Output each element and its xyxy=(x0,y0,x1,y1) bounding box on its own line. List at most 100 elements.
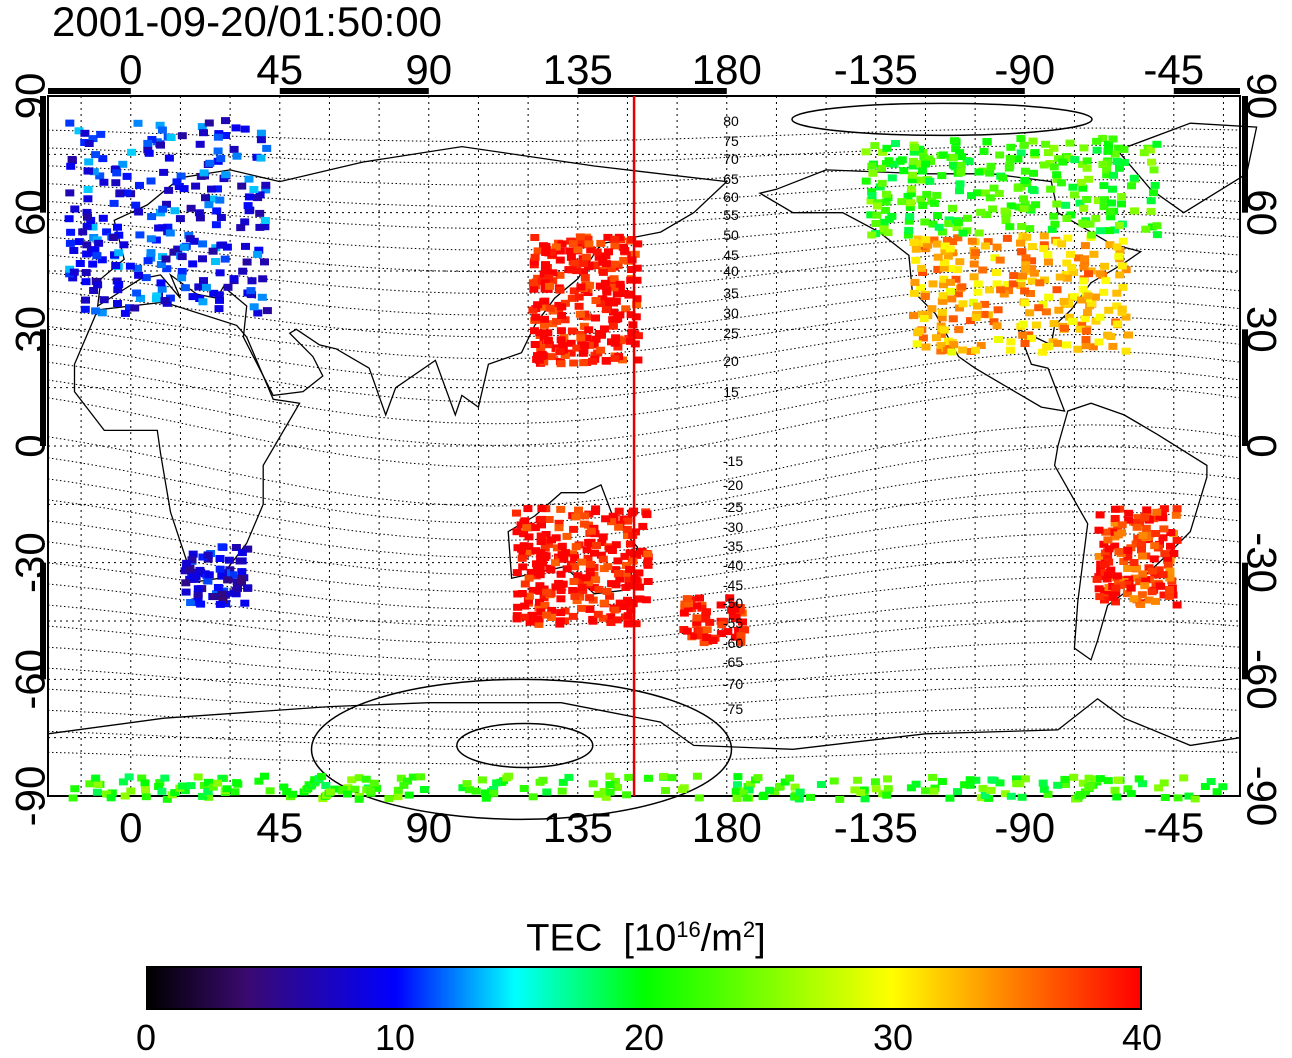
tec-cell xyxy=(589,341,599,349)
tec-cell xyxy=(659,772,669,780)
tec-cell xyxy=(880,206,890,214)
tec-cell xyxy=(1149,555,1159,563)
tec-cell xyxy=(1150,542,1160,550)
tec-cell xyxy=(694,794,704,802)
tec-cell xyxy=(213,185,222,193)
tec-cell xyxy=(535,598,544,606)
tec-cell xyxy=(325,788,335,796)
tec-cell xyxy=(404,791,414,799)
tec-cell xyxy=(176,172,186,180)
tec-cell xyxy=(1112,302,1122,310)
tec-cell xyxy=(692,618,702,626)
tec-cell xyxy=(1057,240,1067,248)
tec-cell xyxy=(554,519,564,527)
tec-cell xyxy=(1106,333,1116,340)
tec-cell xyxy=(971,776,981,784)
tec-cell xyxy=(948,238,958,246)
tec-cell xyxy=(193,585,203,593)
tec-cell xyxy=(512,569,522,577)
tec-cell xyxy=(194,209,204,217)
tec-cell xyxy=(1020,299,1030,307)
tec-cell xyxy=(547,614,556,621)
tec-cell xyxy=(157,285,167,293)
tec-cell xyxy=(541,261,550,269)
tec-cell xyxy=(905,213,915,221)
tec-cell xyxy=(535,571,545,579)
tec-cell xyxy=(520,580,530,588)
tec-cell xyxy=(1039,785,1049,793)
tec-cell xyxy=(613,343,623,351)
tec-cell xyxy=(1027,185,1037,193)
tec-cell xyxy=(1021,258,1031,266)
graticule xyxy=(48,96,1240,796)
tec-cell xyxy=(143,257,153,265)
tec-cell xyxy=(198,255,207,263)
tec-cell xyxy=(523,505,533,513)
tec-cell xyxy=(958,300,968,308)
unit-exponent: 16 xyxy=(676,917,701,942)
tec-cell xyxy=(179,185,189,193)
tec-cell xyxy=(70,785,80,793)
tec-cell xyxy=(557,551,567,559)
tec-cell xyxy=(1158,571,1168,579)
tec-cell xyxy=(513,603,523,611)
contour-55 xyxy=(47,213,1241,251)
tec-cell xyxy=(942,236,952,244)
unit-prefix: [10 xyxy=(623,917,677,960)
tec-cell xyxy=(744,786,754,794)
tec-cell xyxy=(102,790,112,798)
tec-cell xyxy=(177,268,187,275)
tec-cell xyxy=(955,304,964,312)
contour-label: 60 xyxy=(723,189,739,205)
tec-cell xyxy=(546,248,556,256)
tec-cell xyxy=(1008,280,1018,288)
tec-cell xyxy=(215,555,225,562)
tec-cell xyxy=(866,197,876,205)
tec-cell xyxy=(1005,154,1015,162)
tec-cell xyxy=(938,151,948,159)
tec-cell xyxy=(571,513,581,521)
tec-cell xyxy=(74,127,84,135)
tec-cell xyxy=(967,192,976,200)
tec-cell xyxy=(606,613,616,621)
tec-cell xyxy=(1056,179,1066,187)
tec-cell xyxy=(403,777,412,785)
tec-cell xyxy=(1150,571,1160,579)
tec-cell xyxy=(1068,183,1078,191)
tec-cell xyxy=(354,795,364,803)
tec-cell xyxy=(1038,779,1048,787)
tec-cell xyxy=(67,156,77,163)
tec-cell xyxy=(598,614,608,622)
tec-cell xyxy=(119,241,129,249)
colorbar-tick-label: 0 xyxy=(135,1017,157,1058)
tec-cell xyxy=(1095,511,1105,519)
tec-cell xyxy=(127,148,137,156)
tec-cell xyxy=(533,247,543,255)
tec-cell xyxy=(1020,167,1030,175)
tec-cell xyxy=(1117,529,1127,537)
tec-cell xyxy=(1151,530,1161,537)
tec-cell xyxy=(790,783,800,791)
tec-cell xyxy=(910,278,920,286)
tec-cell xyxy=(1031,201,1041,209)
tec-cell xyxy=(537,515,547,523)
tec-cell xyxy=(1158,534,1168,542)
tec-cell xyxy=(987,776,997,784)
tec-cell xyxy=(187,556,197,564)
tec-cell xyxy=(606,265,616,273)
tec-cell xyxy=(624,773,634,781)
tec-cell xyxy=(547,353,557,361)
tec-cell xyxy=(212,207,222,215)
tec-cell xyxy=(1130,207,1139,215)
tec-cell xyxy=(69,247,79,254)
tec-cell xyxy=(512,509,521,517)
contour--75 xyxy=(47,728,1241,748)
tec-cell xyxy=(233,584,242,592)
tec-cell xyxy=(1054,306,1064,314)
tec-cell xyxy=(1110,786,1120,794)
tec-cell xyxy=(933,212,943,219)
tec-cell xyxy=(956,161,966,169)
tec-cell xyxy=(1077,321,1087,329)
tec-cell xyxy=(82,208,92,216)
tec-cell xyxy=(261,186,271,194)
